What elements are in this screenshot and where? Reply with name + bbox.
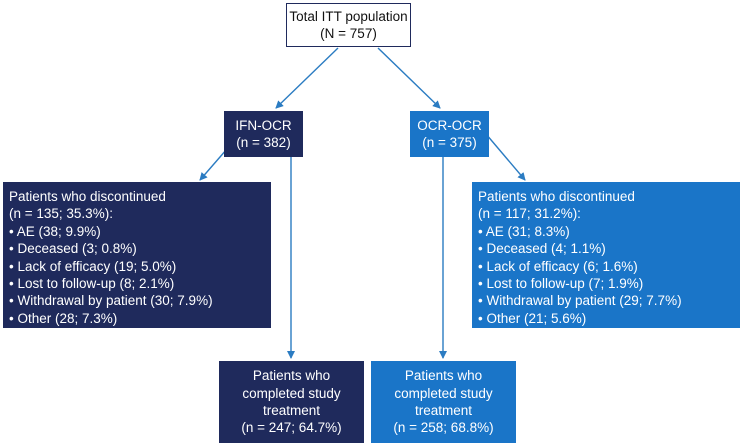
ocr-reason-lost-to-follow-up: • Lost to follow-up (7; 1.9%) (478, 276, 644, 292)
ocr-completed-line3: treatment (414, 403, 473, 418)
ocr-discontinued-box: Patients who discontinued (n = 117; 31.2… (472, 182, 740, 328)
ifn-discontinued-box: Patients who discontinued (n = 135; 35.3… (3, 182, 271, 328)
ifn-reason-lack-of-efficacy: • Lack of efficacy (19; 5.0%) (9, 258, 177, 274)
ocr-completed-line1: Patients who (404, 368, 483, 384)
ifn-ocr-count: (n = 382) (236, 135, 291, 150)
ifn-reason-lost-to-follow-up: • Lost to follow-up (8; 2.1%) (9, 276, 175, 292)
ocr-reason-withdrawal: • Withdrawal by patient (29; 7.7%) (478, 293, 682, 309)
ocr-completed-box: Patients who completed study treatment (… (371, 361, 516, 443)
total-count: (N = 757) (320, 26, 377, 41)
total-itt-box: Total ITT population (N = 757) (286, 3, 411, 47)
ifn-reason-ae: • AE (38; 9.9%) (9, 223, 101, 239)
ifn-reason-other: • Other (28; 7.3%) (9, 310, 118, 326)
ifn-discontinued-count: (n = 135; 35.3%): (9, 206, 113, 222)
ocr-discontinued-count: (n = 117; 31.2%): (478, 206, 581, 222)
ocr-reason-deceased: • Deceased (4; 1.1%) (478, 241, 606, 257)
ifn-reason-withdrawal: • Withdrawal by patient (30; 7.9%) (9, 293, 213, 309)
ocr-reason-other: • Other (21; 5.6%) (478, 310, 587, 326)
ifn-completed-line2: completed study (242, 385, 341, 401)
arrow-total-to-ocr (377, 47, 441, 109)
arrow-total-to-ifn (275, 47, 339, 109)
ocr-ocr-name: OCR-OCR (417, 117, 482, 133)
ifn-ocr-name: IFN-OCR (235, 117, 292, 133)
ocr-completed-count: (n = 258; 68.8%) (393, 420, 494, 436)
ocr-reason-lack-of-efficacy: • Lack of efficacy (6; 1.6%) (478, 258, 638, 274)
arrow-ocr-to-discontinued (485, 133, 526, 181)
total-title: Total ITT population (289, 8, 408, 24)
ocr-discontinued-title: Patients who discontinued (478, 189, 635, 204)
ifn-completed-line1: Patients who (252, 368, 331, 384)
ifn-completed-box: Patients who completed study treatment (… (219, 361, 364, 443)
ifn-ocr-box: IFN-OCR (n = 382) (224, 111, 303, 157)
ocr-completed-line2: completed study (394, 385, 493, 401)
ocr-ocr-count: (n = 375) (422, 135, 477, 150)
ifn-reason-deceased: • Deceased (3; 0.8%) (9, 241, 137, 257)
ifn-discontinued-title: Patients who discontinued (9, 189, 166, 204)
ocr-ocr-box: OCR-OCR (n = 375) (410, 111, 489, 157)
ocr-reason-ae: • AE (31; 8.3%) (478, 223, 570, 239)
ifn-completed-line3: treatment (262, 403, 321, 418)
ifn-completed-count: (n = 247; 64.7%) (241, 420, 342, 436)
